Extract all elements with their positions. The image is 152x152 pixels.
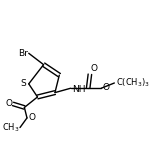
Text: O: O (102, 83, 109, 92)
Text: O: O (91, 64, 98, 73)
Text: C(CH$_3$)$_3$: C(CH$_3$)$_3$ (116, 77, 150, 89)
Text: Br: Br (18, 49, 28, 58)
Text: O: O (5, 99, 12, 108)
Text: S: S (20, 79, 26, 88)
Text: O: O (29, 113, 36, 122)
Text: NH: NH (72, 85, 86, 94)
Text: CH$_3$: CH$_3$ (2, 121, 19, 134)
